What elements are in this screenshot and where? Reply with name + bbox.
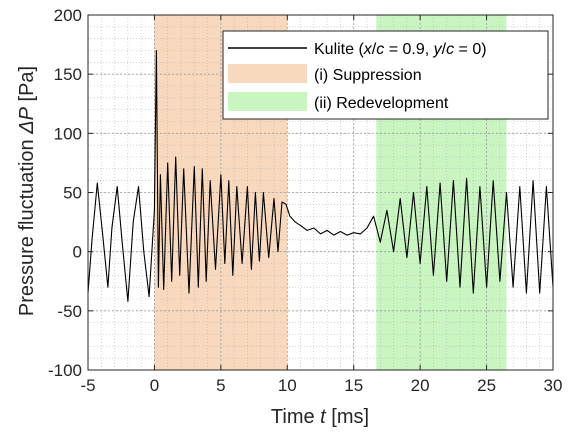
- y-axis-label-variable: ΔP: [16, 106, 38, 134]
- x-tick-label: 20: [411, 376, 430, 395]
- x-tick-label: 10: [278, 376, 297, 395]
- legend: Kulite (x/c = 0.9, y/c = 0) (i) Suppress…: [222, 30, 549, 120]
- x-tick-label: 0: [150, 376, 159, 395]
- legend-kulite-part-8: = 0): [454, 41, 486, 58]
- y-tick-label: 200: [54, 6, 82, 25]
- legend-kulite-part-1: x: [363, 41, 373, 58]
- y-axis-label: Pressure fluctuation ΔP [Pa]: [16, 66, 38, 316]
- x-axis-label: Time t [ms]: [271, 406, 369, 428]
- x-tick-label: 5: [216, 376, 225, 395]
- y-tick-label: 50: [63, 184, 82, 203]
- y-tick-label: -50: [57, 302, 82, 321]
- x-axis-label-prefix: Time: [271, 406, 320, 428]
- y-tick-label: 100: [54, 124, 82, 143]
- x-tick-label: 25: [477, 376, 496, 395]
- x-tick-label: 15: [344, 376, 363, 395]
- legend-kulite-part-4: = 0.9,: [384, 41, 433, 58]
- legend-kulite-part-5: y: [433, 41, 443, 58]
- y-axis-label-prefix: Pressure fluctuation: [16, 134, 38, 316]
- y-tick-label: 150: [54, 65, 82, 84]
- x-tick-label: -5: [80, 376, 95, 395]
- y-axis-label-unit: [Pa]: [16, 66, 38, 107]
- legend-kulite-part-0: Kulite (: [314, 41, 364, 58]
- legend-kulite-part-7: c: [446, 41, 454, 58]
- y-tick-label: -100: [48, 361, 82, 380]
- y-tick-label: 0: [73, 243, 82, 262]
- legend-swatch-suppression: [228, 64, 307, 83]
- x-axis-label-unit: [ms]: [326, 406, 369, 428]
- legend-kulite-part-3: c: [376, 41, 384, 58]
- legend-kulite-part-2: /: [372, 41, 377, 58]
- legend-label-redevelopment: (ii) Redevelopment: [314, 95, 449, 112]
- legend-swatch-redevelopment: [228, 92, 307, 111]
- x-axis-label-variable: t: [320, 406, 327, 428]
- legend-kulite-part-6: /: [442, 41, 447, 58]
- x-tick-label: 30: [544, 376, 563, 395]
- legend-label-suppression: (i) Suppression: [314, 67, 422, 84]
- series-line-kulite: [87, 49, 554, 302]
- legend-label-kulite: Kulite (x/c = 0.9, y/c = 0): [314, 41, 487, 58]
